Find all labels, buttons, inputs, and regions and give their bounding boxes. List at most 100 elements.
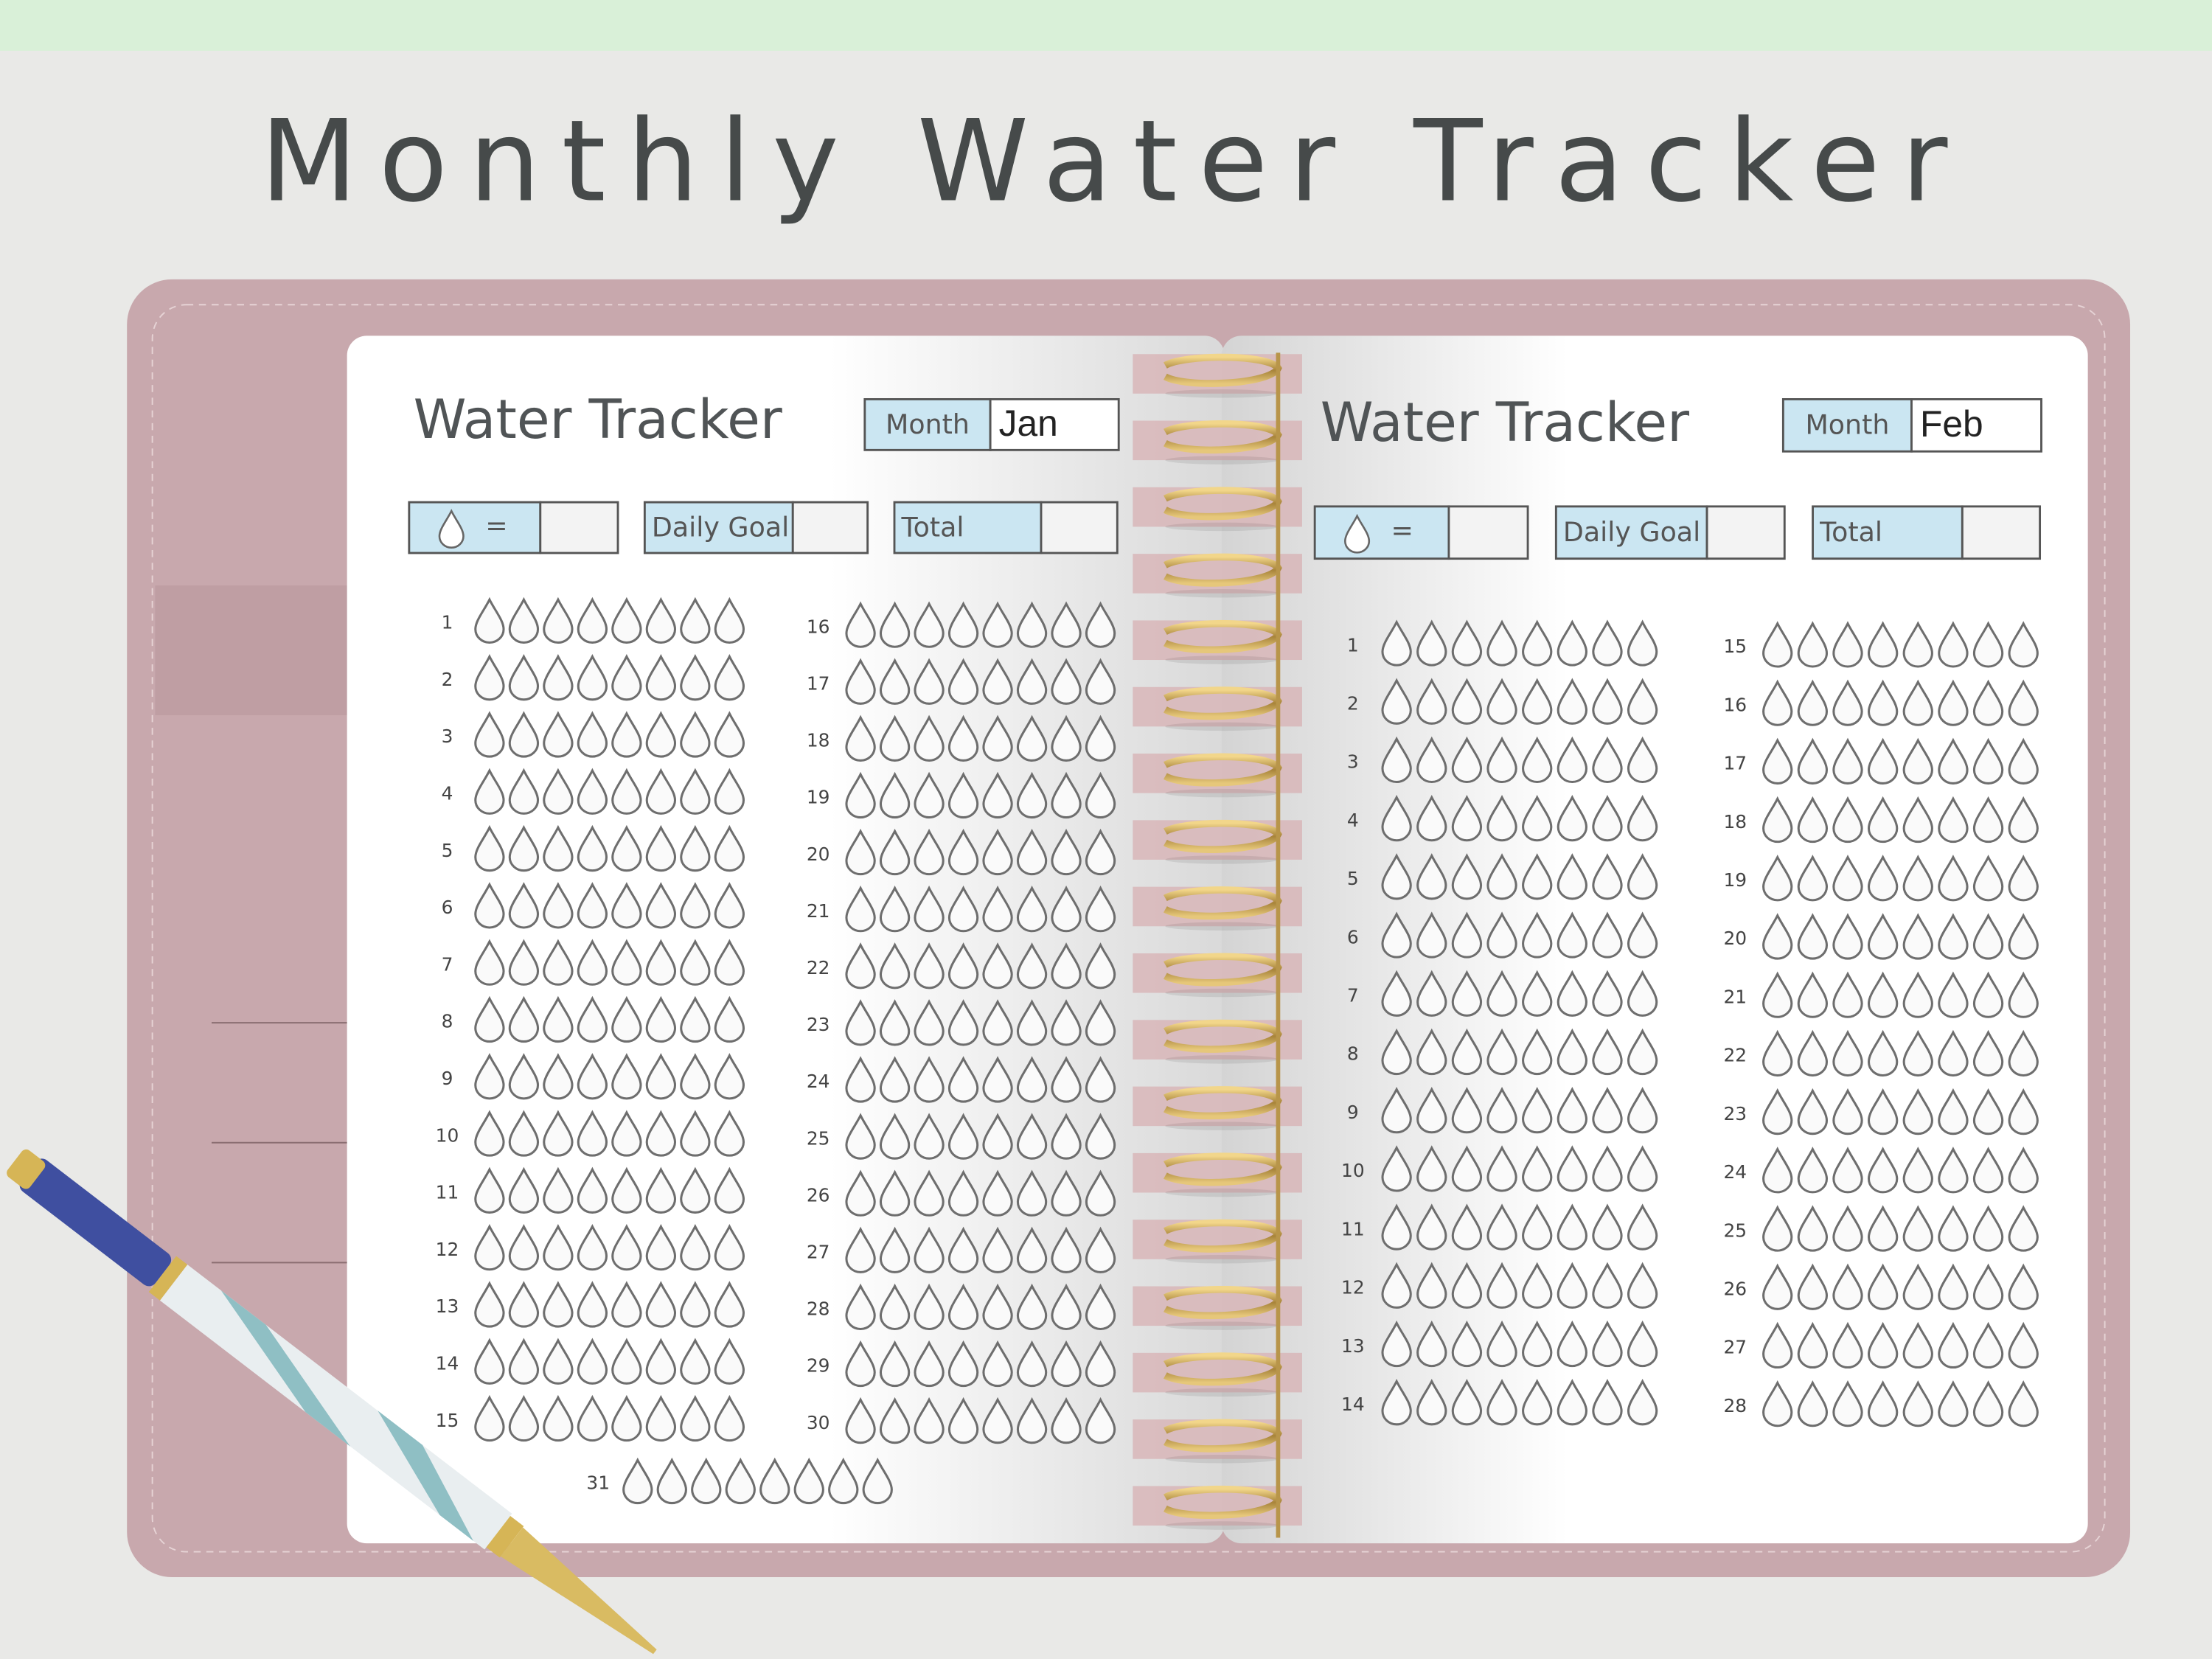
day-number: 9 [1347, 1102, 1359, 1123]
day-number: 18 [807, 730, 830, 751]
unit-label: = [1391, 515, 1413, 546]
field-value-box [1961, 505, 2042, 560]
day-number: 23 [807, 1014, 830, 1035]
field-value-box [539, 501, 619, 554]
day-number: 22 [807, 957, 830, 978]
ring-shadow [1165, 722, 1279, 731]
day-number: 12 [1341, 1277, 1365, 1298]
day-number: 4 [1347, 810, 1359, 831]
day-number: 10 [436, 1124, 459, 1146]
page-title: Water Tracker [414, 389, 782, 451]
day-number: 10 [1341, 1160, 1365, 1181]
field-value-box [1040, 501, 1119, 554]
day-number: 15 [436, 1410, 459, 1431]
day-number: 5 [442, 840, 453, 861]
month-label: Month [1805, 409, 1889, 441]
day-number: 31 [586, 1472, 610, 1494]
pen-band [486, 1515, 524, 1558]
day-number: 21 [1723, 986, 1747, 1007]
day-number: 16 [807, 616, 830, 637]
card-slot [155, 585, 353, 716]
day-number: 25 [807, 1127, 830, 1149]
day-number: 1 [442, 612, 453, 633]
ring-shadow [1165, 456, 1279, 465]
month-label-box [863, 398, 992, 451]
ring-shadow [1165, 389, 1279, 398]
day-number: 27 [807, 1242, 830, 1263]
month-value: Feb [1920, 403, 1983, 445]
day-number: 26 [1723, 1278, 1747, 1299]
day-number: 2 [1347, 692, 1359, 714]
month-value-box [989, 398, 1120, 451]
field-label: Total [1819, 516, 1882, 548]
day-number: 25 [1723, 1220, 1747, 1241]
day-number: 3 [442, 726, 453, 747]
month-label-box [1781, 398, 1913, 453]
day-number: 13 [436, 1295, 459, 1317]
day-number: 16 [1723, 694, 1747, 715]
day-number: 12 [436, 1239, 459, 1260]
day-number: 8 [1347, 1043, 1359, 1065]
stitching [151, 304, 2106, 1553]
field-value-box [1447, 505, 1529, 560]
day-number: 19 [1723, 869, 1747, 891]
pen-tip [500, 1527, 657, 1655]
month-value-box [1910, 398, 2042, 453]
day-number: 13 [1341, 1335, 1365, 1357]
month-label: Month [886, 408, 970, 440]
pen-top [7, 1149, 46, 1189]
spiral-binding [1133, 352, 1302, 1538]
top-strip [0, 0, 2212, 51]
day-number: 5 [1347, 868, 1359, 889]
ring-shadow [1165, 1388, 1279, 1397]
field-value-box [1705, 505, 1786, 560]
ring-shadow [1165, 988, 1279, 998]
day-number: 1 [1347, 634, 1359, 655]
day-number: 20 [807, 844, 830, 865]
ring-shadow [1165, 1188, 1279, 1197]
day-number: 27 [1723, 1337, 1747, 1358]
day-number: 6 [1347, 926, 1359, 947]
field-label: Daily Goal [1563, 516, 1700, 548]
day-number: 18 [1723, 811, 1747, 832]
field-label-box [1812, 505, 1964, 560]
unit-label: = [485, 510, 507, 542]
field-label-box [1313, 505, 1450, 560]
day-number: 4 [442, 783, 453, 804]
day-number: 30 [807, 1412, 830, 1433]
day-number: 7 [1347, 985, 1359, 1006]
day-number: 22 [1723, 1045, 1747, 1066]
ring-shadow [1165, 855, 1279, 864]
field-value-box [791, 501, 869, 554]
ring-shadow [1165, 1255, 1279, 1264]
day-number: 24 [1723, 1161, 1747, 1183]
field-label-box [408, 501, 542, 554]
day-number: 19 [807, 787, 830, 808]
day-number: 9 [442, 1068, 453, 1089]
tracker-content: Water Tracker Month Jan= Daily Goal Total123… [408, 389, 2042, 1505]
day-number: 28 [1723, 1395, 1747, 1416]
ring-shadow [1165, 1055, 1279, 1064]
field-label-box [643, 501, 794, 554]
day-number: 14 [436, 1353, 459, 1374]
day-number: 6 [442, 897, 453, 918]
day-number: 2 [442, 669, 453, 690]
pen-ring [148, 1256, 188, 1301]
day-number: 17 [807, 673, 830, 695]
day-number: 20 [1723, 928, 1747, 949]
field-label: Daily Goal [652, 511, 789, 543]
day-number: 24 [807, 1071, 830, 1092]
page-title: Water Tracker [1321, 392, 1689, 454]
day-number: 26 [807, 1184, 830, 1206]
ring-shadow [1165, 788, 1279, 798]
day-number: 23 [1723, 1103, 1747, 1124]
field-label-box [893, 501, 1043, 554]
ring-shadow [1165, 1121, 1279, 1130]
field-label: Total [901, 511, 964, 543]
ring-shadow [1165, 522, 1279, 532]
day-number: 29 [807, 1355, 830, 1377]
field-label-box [1554, 505, 1708, 560]
day-number: 28 [807, 1298, 830, 1320]
month-value: Jan [999, 403, 1058, 444]
